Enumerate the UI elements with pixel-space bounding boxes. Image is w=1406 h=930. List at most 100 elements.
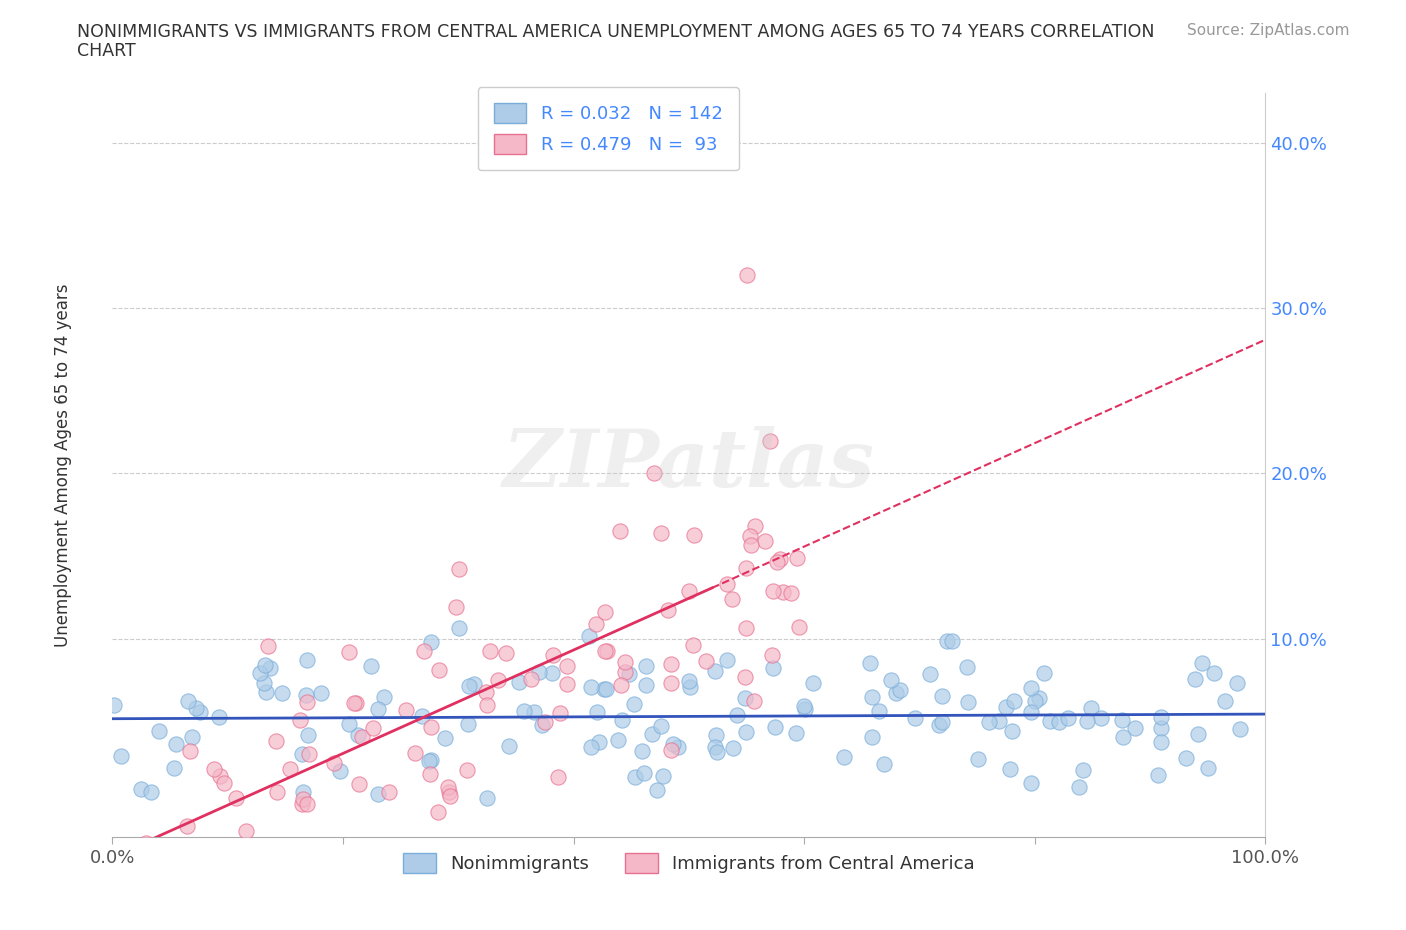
Point xyxy=(1071,763,1094,777)
Point xyxy=(734,690,756,705)
Point xyxy=(347,727,370,742)
Point xyxy=(920,666,942,681)
Point xyxy=(479,644,502,658)
Point xyxy=(574,36,596,51)
Point xyxy=(859,656,882,671)
Point xyxy=(860,729,883,744)
Point xyxy=(641,727,664,742)
Point xyxy=(744,519,766,534)
Point xyxy=(678,673,700,688)
Point xyxy=(651,769,673,784)
Point xyxy=(1019,681,1042,696)
Point xyxy=(786,551,808,565)
Point xyxy=(344,696,367,711)
Point xyxy=(291,797,314,812)
Point xyxy=(360,658,382,673)
Point xyxy=(759,433,782,448)
Point xyxy=(585,617,607,631)
Point xyxy=(966,752,988,767)
Text: CHART: CHART xyxy=(77,42,136,60)
Point xyxy=(1076,713,1098,728)
Point xyxy=(297,727,319,742)
Point xyxy=(678,583,700,598)
Point xyxy=(610,712,633,727)
Point xyxy=(121,899,143,914)
Point xyxy=(609,523,631,538)
Point xyxy=(762,584,785,599)
Point xyxy=(404,745,426,760)
Point xyxy=(787,619,810,634)
Point xyxy=(596,644,619,658)
Point xyxy=(548,705,571,720)
Point xyxy=(309,685,332,700)
Point xyxy=(1187,727,1209,742)
Point xyxy=(617,667,640,682)
Point xyxy=(288,712,311,727)
Point xyxy=(190,705,212,720)
Point xyxy=(477,698,499,712)
Text: Unemployment Among Ages 65 to 74 years: Unemployment Among Ages 65 to 74 years xyxy=(55,284,72,646)
Point xyxy=(682,638,704,653)
Point xyxy=(104,839,127,854)
Text: ZIPatlas: ZIPatlas xyxy=(503,426,875,504)
Point xyxy=(439,789,461,804)
Point xyxy=(1028,691,1050,706)
Point xyxy=(148,724,170,738)
Point xyxy=(291,921,314,930)
Point xyxy=(513,704,536,719)
Point xyxy=(593,644,616,658)
Point xyxy=(202,762,225,777)
Point xyxy=(295,695,318,710)
Point xyxy=(278,762,301,777)
Point xyxy=(1150,710,1173,724)
Point xyxy=(436,779,458,794)
Point xyxy=(184,700,207,715)
Point xyxy=(1175,751,1198,765)
Point xyxy=(761,647,783,662)
Point xyxy=(395,702,418,717)
Point xyxy=(998,761,1021,776)
Point xyxy=(613,655,636,670)
Point xyxy=(1090,711,1112,726)
Point xyxy=(367,786,389,801)
Point xyxy=(623,697,645,711)
Point xyxy=(419,634,441,649)
Point xyxy=(659,657,682,671)
Point xyxy=(801,676,824,691)
Point xyxy=(1002,694,1025,709)
Point xyxy=(578,629,600,644)
Point xyxy=(657,602,679,617)
Point xyxy=(361,721,384,736)
Point xyxy=(1202,666,1225,681)
Point xyxy=(1112,730,1135,745)
Point xyxy=(235,823,257,838)
Point xyxy=(1047,714,1070,729)
Point xyxy=(606,732,628,747)
Point xyxy=(738,528,761,543)
Point xyxy=(904,711,927,726)
Point xyxy=(457,716,479,731)
Text: Source: ZipAtlas.com: Source: ZipAtlas.com xyxy=(1187,23,1350,38)
Point xyxy=(704,727,727,742)
Point xyxy=(329,764,352,778)
Point xyxy=(297,747,319,762)
Point xyxy=(956,659,979,674)
Point xyxy=(766,555,789,570)
Point xyxy=(740,538,762,552)
Point xyxy=(762,660,785,675)
Point xyxy=(266,785,288,800)
Point xyxy=(734,670,756,684)
Point xyxy=(772,585,794,600)
Point xyxy=(695,653,717,668)
Point xyxy=(623,770,645,785)
Point xyxy=(446,600,468,615)
Point xyxy=(1146,767,1168,782)
Point xyxy=(163,761,186,776)
Point xyxy=(135,836,157,851)
Point xyxy=(643,466,665,481)
Point xyxy=(987,713,1010,728)
Point xyxy=(543,647,565,662)
Point xyxy=(292,792,315,807)
Point xyxy=(412,644,434,658)
Point xyxy=(529,665,551,680)
